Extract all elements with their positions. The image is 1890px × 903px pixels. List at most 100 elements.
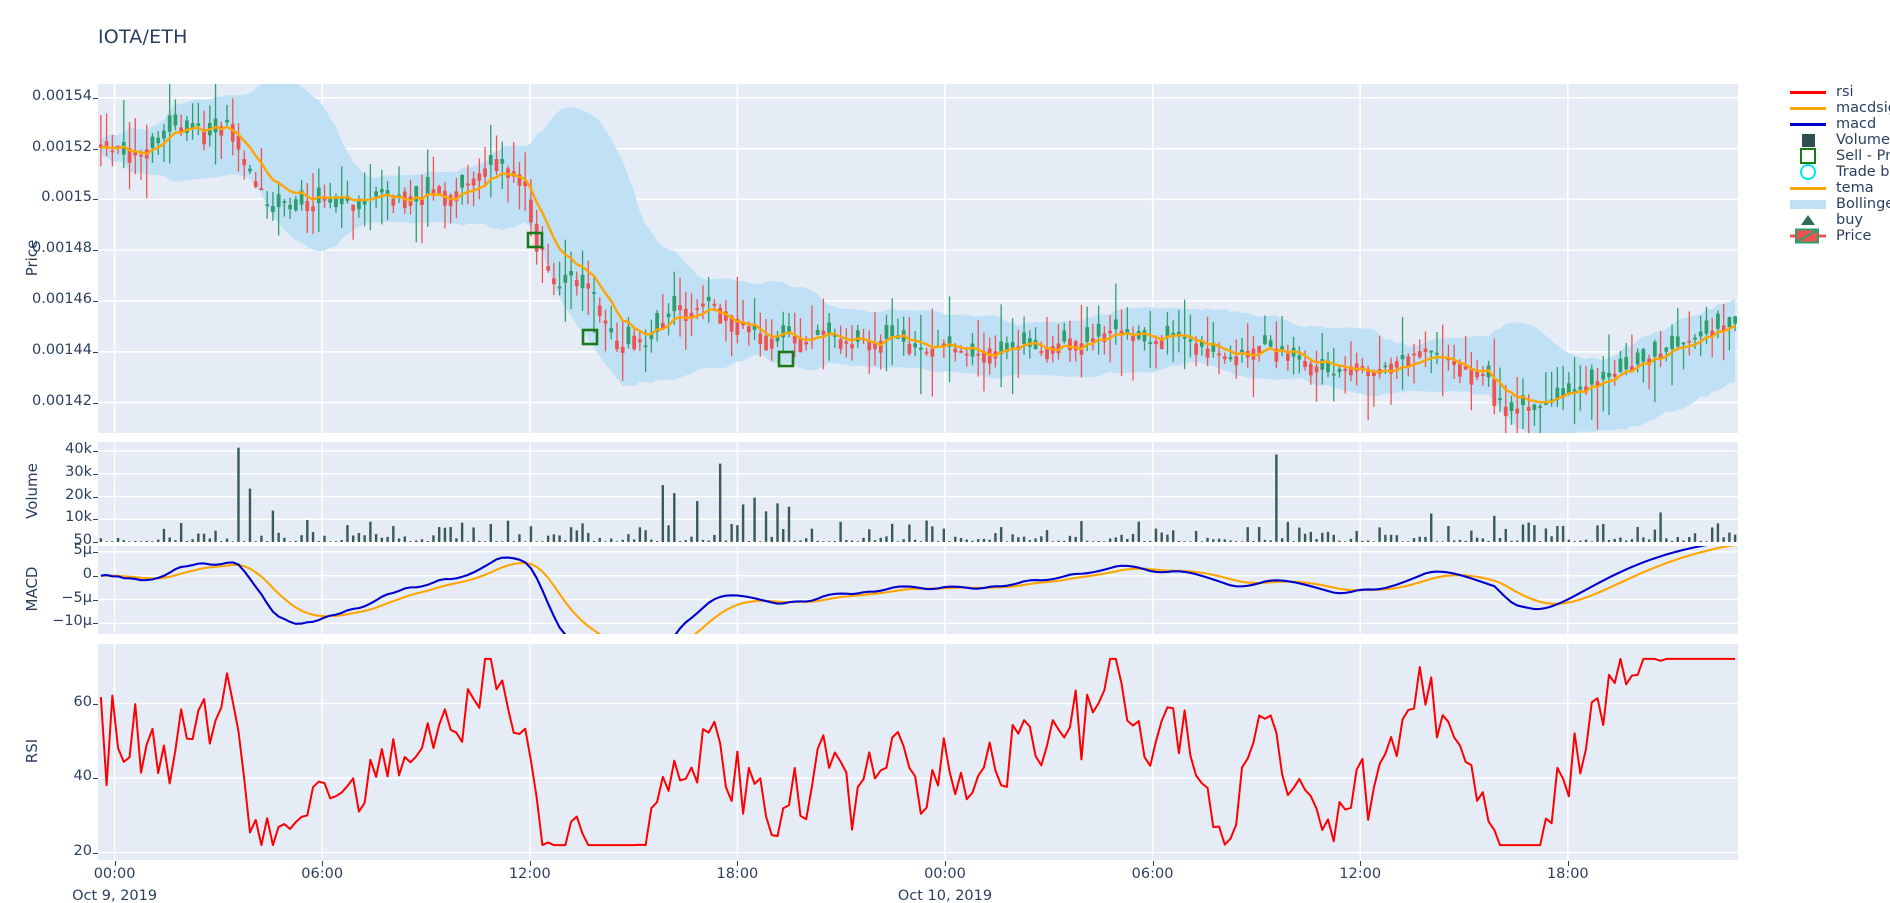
legend-item-label: Volume <box>1836 132 1890 148</box>
macd-subplot <box>98 546 1738 634</box>
y-tickmark <box>93 402 98 404</box>
y-tick-price-2: 0.0015 <box>41 189 92 206</box>
x-date-0: Oct 9, 2019 <box>72 888 158 903</box>
y-tickmark <box>93 351 98 353</box>
triangle-up-icon <box>1801 215 1815 225</box>
x-tickmark <box>322 861 324 866</box>
x-tick-1: 06:00 <box>301 866 344 882</box>
legend-item-label: macdsignal <box>1836 100 1890 116</box>
y-tick-volume-3: 10k <box>65 509 92 526</box>
price-axis-title: Price <box>23 239 41 276</box>
y-tickmark <box>93 519 98 521</box>
legend-item-tema[interactable]: tema <box>1786 180 1890 196</box>
x-tickmark <box>1360 861 1362 866</box>
legend-square-swatch-icon <box>1786 132 1830 148</box>
page-title: IOTA/ETH <box>98 26 188 48</box>
y-tickmark <box>93 623 98 625</box>
line-swatch-icon <box>1790 122 1826 126</box>
y-tickmark <box>93 250 98 252</box>
volume-subplot <box>98 442 1738 542</box>
y-tickmark <box>93 551 98 553</box>
y-tick-rsi-1: 40 <box>73 768 92 785</box>
y-tick-macd-0: 5µ <box>73 541 92 558</box>
legend-item-price[interactable]: Price <box>1786 228 1890 244</box>
legend-line-swatch-icon <box>1786 180 1830 196</box>
line-swatch-icon <box>1790 106 1826 110</box>
y-tick-price-1: 0.00152 <box>32 138 92 155</box>
legend-item-label: tema <box>1836 180 1874 196</box>
y-tick-volume-0: 40k <box>65 441 92 458</box>
y-tickmark <box>93 473 98 475</box>
y-tickmark <box>93 703 98 705</box>
line-swatch-icon <box>1790 90 1826 94</box>
x-tick-2: 12:00 <box>508 866 551 882</box>
line-swatch-icon <box>1790 186 1826 190</box>
y-tick-volume-2: 20k <box>65 486 92 503</box>
legend-open-square-swatch-icon <box>1786 148 1830 164</box>
y-tickmark <box>93 199 98 201</box>
macd-plot-area <box>98 546 1738 634</box>
price-plot-area <box>98 84 1738 433</box>
y-tickmark <box>93 575 98 577</box>
x-tick-7: 18:00 <box>1546 866 1589 882</box>
legend-item-macdsignal[interactable]: macdsignal <box>1786 100 1890 116</box>
rsi-subplot <box>98 644 1738 860</box>
legend-item-volume[interactable]: Volume <box>1786 132 1890 148</box>
x-date-4: Oct 10, 2019 <box>897 888 993 903</box>
x-tickmark <box>737 861 739 866</box>
legend-item-label: macd <box>1836 116 1877 132</box>
legend-item-bollinger-band[interactable]: Bollinger Band <box>1786 196 1890 212</box>
y-tickmark <box>93 496 98 498</box>
legend-item-label: rsi <box>1836 84 1854 100</box>
legend-candlestick-swatch-icon <box>1786 228 1830 244</box>
candlestick-icon <box>1790 228 1826 244</box>
y-tick-rsi-0: 60 <box>73 693 92 710</box>
legend-item-macd[interactable]: macd <box>1786 116 1890 132</box>
legend-line-swatch-icon <box>1786 84 1830 100</box>
y-tickmark <box>93 148 98 150</box>
y-tickmark <box>93 97 98 99</box>
x-tick-5: 06:00 <box>1131 866 1174 882</box>
x-tickmark <box>114 861 116 866</box>
x-tickmark <box>944 861 946 866</box>
legend-item-label: Price <box>1836 228 1872 244</box>
legend-line-swatch-icon <box>1786 100 1830 116</box>
x-tick-0: 00:00 <box>93 866 136 882</box>
legend-item-rsi[interactable]: rsi <box>1786 84 1890 100</box>
y-tickmark <box>93 778 98 780</box>
legend-line-swatch-icon <box>1786 116 1830 132</box>
legend-triangle-swatch-icon <box>1786 212 1830 228</box>
x-tickmark <box>1152 861 1154 866</box>
x-tick-4: 00:00 <box>924 866 966 882</box>
y-tick-macd-1: 0 <box>82 565 92 582</box>
y-tick-price-3: 0.00148 <box>32 240 92 257</box>
legend-item-trade-buy[interactable]: Trade buy <box>1786 164 1890 180</box>
rsi-plot-area <box>98 644 1738 860</box>
x-tick-3: 18:00 <box>716 866 759 882</box>
y-tickmark <box>93 301 98 302</box>
open-circle-icon <box>1800 164 1816 180</box>
chart-legend: rsimacdsignalmacdVolumeSell - ProfitTrad… <box>1786 84 1890 244</box>
open-square-icon <box>1800 148 1816 164</box>
legend-item-label: Sell - Profit <box>1836 148 1890 164</box>
legend-item-sell-profit[interactable]: Sell - Profit <box>1786 148 1890 164</box>
y-tick-volume-4: 50 <box>73 531 92 548</box>
y-tickmark <box>93 541 98 543</box>
macd-axis-title: MACD <box>23 566 41 612</box>
volume-plot-area <box>98 442 1738 542</box>
x-tickmark <box>529 861 531 866</box>
band-swatch-icon <box>1790 199 1826 209</box>
y-tickmark <box>93 599 98 601</box>
y-tick-price-5: 0.00144 <box>32 341 92 358</box>
y-tick-volume-1: 30k <box>65 463 92 480</box>
y-tick-macd-3: −10µ <box>52 613 92 630</box>
x-tick-6: 12:00 <box>1339 866 1382 882</box>
y-tick-price-0: 0.00154 <box>32 87 92 104</box>
price-subplot <box>98 84 1738 433</box>
y-tick-price-4: 0.00146 <box>32 291 92 307</box>
legend-open-circle-swatch-icon <box>1786 164 1830 180</box>
filled-square-icon <box>1801 133 1815 147</box>
volume-axis-title: Volume <box>23 463 41 519</box>
legend-item-buy[interactable]: buy <box>1786 212 1890 228</box>
